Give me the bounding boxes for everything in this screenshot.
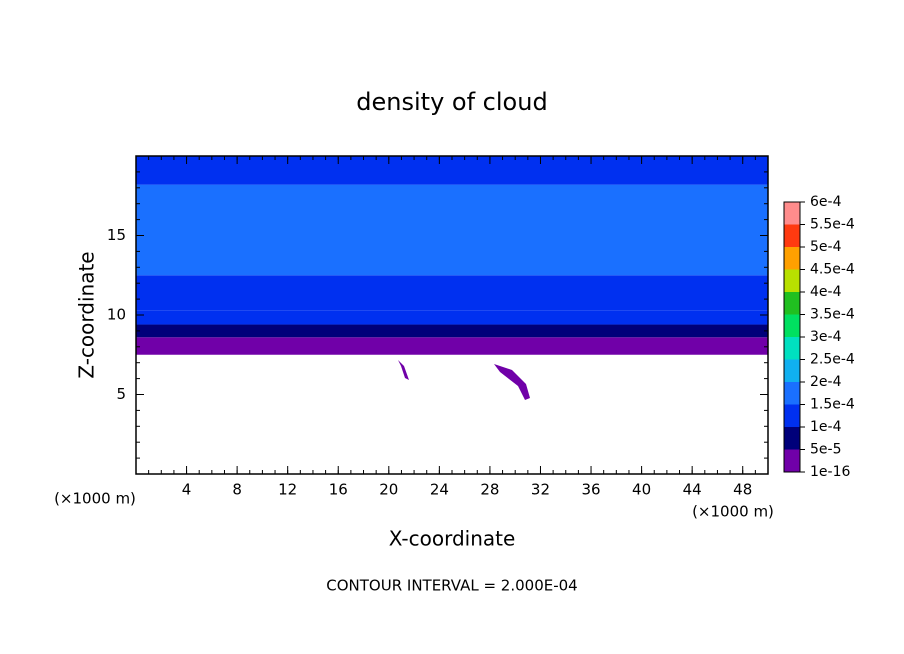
colorbar-label: 1e-4 — [810, 419, 842, 435]
colorbar-label: 5.5e-4 — [810, 217, 855, 233]
colorbar-label: 6e-4 — [810, 194, 842, 210]
colorbar-swatch — [784, 337, 800, 360]
contour-band — [136, 275, 768, 311]
x-tick-label: 28 — [480, 481, 499, 499]
contour-fragment — [398, 360, 530, 400]
colorbar-swatch — [784, 292, 800, 315]
colorbar-label: 5e-5 — [810, 442, 841, 458]
colorbar-swatch — [784, 449, 800, 472]
contour-field — [136, 156, 768, 355]
x-tick-label: 36 — [581, 481, 600, 499]
x-tick-label: 24 — [430, 481, 449, 499]
x-tick-label: 48 — [733, 481, 752, 499]
x-tick-label: 4 — [182, 481, 192, 499]
colorbar-swatch — [784, 382, 800, 405]
colorbar-swatch — [784, 359, 800, 382]
colorbar-label: 3e-4 — [810, 329, 842, 345]
colorbar-label: 4e-4 — [810, 284, 842, 300]
y-axis-label: Z-coordinate — [75, 251, 99, 378]
y-tick-label: 5 — [116, 385, 126, 403]
chart-title: density of cloud — [356, 88, 547, 116]
x-tick-label: 8 — [232, 481, 242, 499]
colorbar-label: 1e-16 — [810, 464, 850, 480]
colorbar-swatch — [784, 314, 800, 337]
colorbar-label: 5e-4 — [810, 239, 842, 255]
x-unit-label: (×1000 m) — [692, 503, 774, 521]
contour-band — [136, 337, 768, 355]
footer-note: CONTOUR INTERVAL = 2.000E-04 — [326, 577, 577, 595]
x-tick-label: 16 — [329, 481, 348, 499]
contour-band — [136, 184, 768, 276]
colorbar-swatch — [784, 202, 800, 225]
colorbar-swatch — [784, 269, 800, 292]
x-tick-label: 32 — [531, 481, 550, 499]
contour-band — [136, 156, 768, 185]
colorbar-label: 2e-4 — [810, 374, 842, 390]
colorbar-label: 1.5e-4 — [810, 397, 855, 413]
x-axis-label: X-coordinate — [389, 527, 516, 551]
y-tick-label: 15 — [107, 226, 126, 244]
colorbar-label: 4.5e-4 — [810, 262, 855, 278]
colorbar-swatch — [784, 224, 800, 247]
colorbar-swatch — [784, 404, 800, 427]
x-tick-label: 12 — [278, 481, 297, 499]
x-tick-label: 44 — [683, 481, 702, 499]
colorbar-label: 3.5e-4 — [810, 307, 855, 323]
colorbar-swatch — [784, 427, 800, 450]
contour-band — [136, 310, 768, 325]
x-tick-label: 40 — [632, 481, 651, 499]
y-unit-label: (×1000 m) — [54, 490, 136, 508]
colorbar-swatch — [784, 247, 800, 270]
x-tick-label: 20 — [379, 481, 398, 499]
colorbar-label: 2.5e-4 — [810, 352, 855, 368]
contour-band — [136, 324, 768, 338]
y-tick-label: 10 — [107, 306, 126, 324]
